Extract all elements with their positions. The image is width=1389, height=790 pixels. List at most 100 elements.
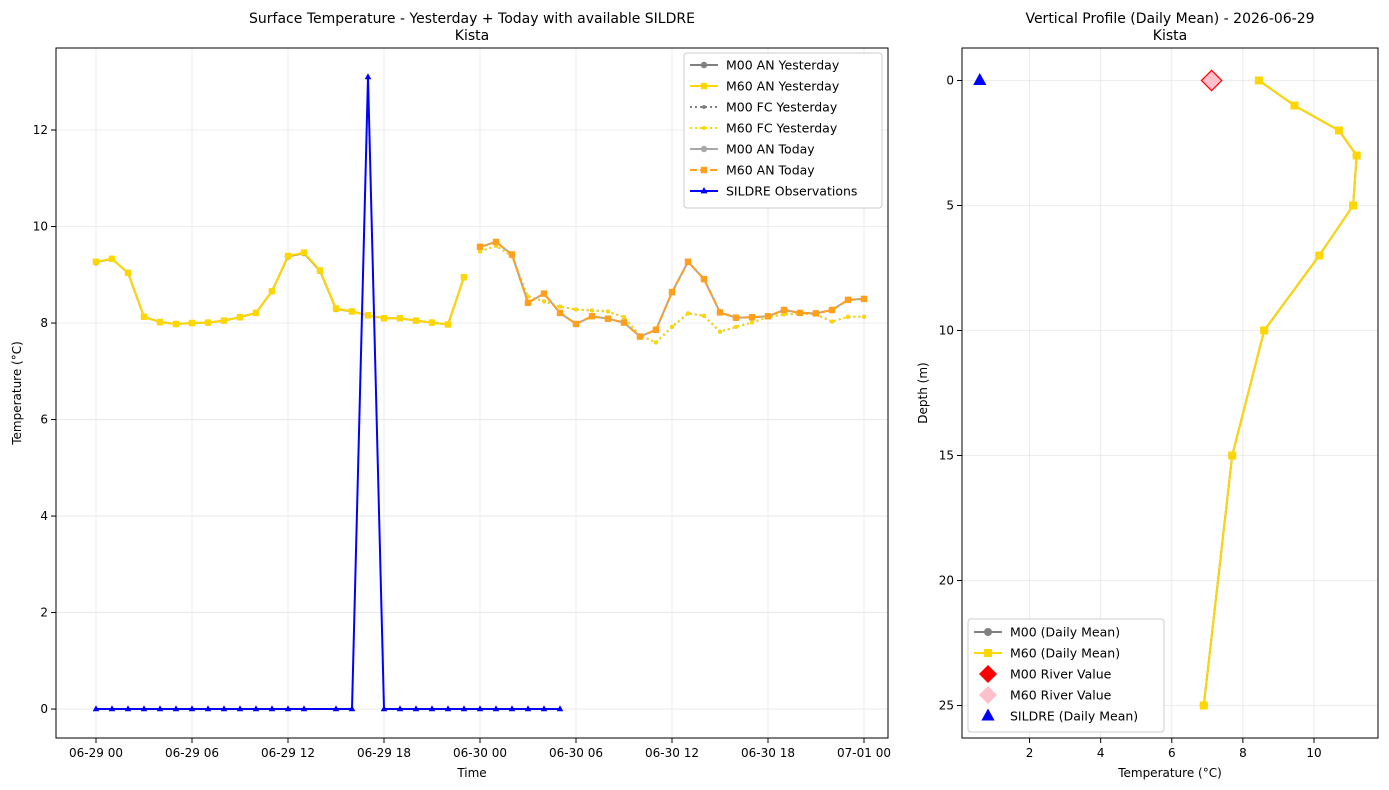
data-point <box>476 705 484 712</box>
legend-label: M00 (Daily Mean) <box>1010 625 1120 640</box>
data-point <box>812 310 820 317</box>
y-tick-label: 8 <box>40 316 48 330</box>
series-m60-daily-mean <box>1199 76 1361 710</box>
legend-marker <box>979 665 997 683</box>
data-point <box>428 319 436 326</box>
data-point <box>652 326 660 333</box>
data-point <box>396 705 404 712</box>
data-point <box>236 705 244 712</box>
profile-chart-legend: M00 (Daily Mean) M60 (Daily Mean) M00 Rive… <box>967 618 1165 733</box>
y-tick-label: 6 <box>40 413 48 427</box>
legend-box <box>967 618 1165 733</box>
data-point <box>284 252 292 260</box>
data-point <box>556 705 564 712</box>
data-point <box>188 705 196 712</box>
x-tick-label: 06-30 00 <box>453 746 507 760</box>
data-point <box>862 314 866 319</box>
data-point <box>844 296 852 304</box>
legend-marker <box>702 105 706 109</box>
legend-label: SILDRE Observations <box>726 184 857 199</box>
data-point <box>140 705 148 712</box>
data-point <box>140 313 148 320</box>
data-point <box>284 705 292 712</box>
data-point <box>380 705 388 712</box>
series-m60-an-yesterday <box>92 249 468 328</box>
x-tick-label: 8 <box>1239 746 1247 760</box>
data-point <box>1334 126 1343 135</box>
profile-chart-title: Vertical Profile (Daily Mean) - 2026-06-… <box>1025 11 1314 27</box>
legend-item: M60 River Value <box>979 686 1112 704</box>
series-line <box>95 252 465 326</box>
profile-chart-ticks: 2 4 6 8 10 0 5 10 15 20 25 <box>939 74 1322 761</box>
legend-box <box>683 52 883 209</box>
x-tick-label: 10 <box>1306 746 1321 760</box>
data-point <box>556 309 564 317</box>
legend-label: M60 (Daily Mean) <box>1010 646 1120 661</box>
x-tick-label: 06-30 12 <box>645 746 699 760</box>
surface-chart-legend: M00 AN Yesterday M60 AN Yesterday M00 FC Y… <box>683 52 883 209</box>
data-point <box>124 269 132 277</box>
x-tick-label: 6 <box>1168 746 1176 760</box>
data-point <box>412 317 420 324</box>
data-point <box>492 705 500 712</box>
data-point <box>1254 76 1263 85</box>
x-tick-label: 06-30 18 <box>741 746 795 760</box>
data-point <box>380 315 388 322</box>
data-point <box>542 299 546 304</box>
data-point <box>590 308 594 313</box>
data-point <box>460 705 468 712</box>
y-tick-label: 20 <box>939 574 954 588</box>
surface-chart-ticks: 06-29 00 06-29 06 06-29 12 06-29 18 06-30 00… <box>33 123 891 760</box>
data-point <box>846 314 850 319</box>
legend-item: M00 (Daily Mean) <box>974 625 1120 640</box>
data-point <box>700 275 708 283</box>
data-point <box>348 705 356 712</box>
data-point <box>780 306 788 314</box>
legend-marker <box>984 628 992 636</box>
x-tick-label: 06-29 06 <box>165 746 219 760</box>
data-point <box>268 705 276 712</box>
data-point <box>300 249 308 256</box>
series-line <box>1202 79 1358 706</box>
profile-chart-series <box>973 69 1361 710</box>
data-point <box>252 309 260 317</box>
data-point <box>220 705 228 712</box>
legend-item: SILDRE Observations <box>690 184 857 199</box>
data-point <box>1315 251 1324 260</box>
legend-marker <box>984 649 992 657</box>
surface-chart-title: Surface Temperature - Yesterday + Today … <box>249 11 695 27</box>
data-point <box>748 314 756 321</box>
data-point <box>124 705 132 712</box>
profile-chart-ylabel: Depth (m) <box>916 362 930 423</box>
data-point <box>716 309 724 316</box>
legend-marker <box>700 82 708 90</box>
profile-chart-xlabel: Temperature (°C) <box>1117 766 1222 780</box>
data-point <box>316 267 324 274</box>
series-m00-daily-mean <box>1199 76 1361 710</box>
legend-label: M00 FC Yesterday <box>726 100 838 115</box>
data-point <box>830 319 834 324</box>
series-line <box>95 251 465 326</box>
data-point <box>558 304 562 309</box>
legend-label: M00 River Value <box>1010 667 1112 682</box>
legend-item: M60 AN Yesterday <box>690 79 840 94</box>
data-point <box>92 705 100 712</box>
data-point <box>654 340 658 345</box>
x-tick-label: 06-30 06 <box>549 746 603 760</box>
legend-item: M60 (Daily Mean) <box>974 646 1120 661</box>
legend-marker <box>702 126 706 130</box>
y-tick-label: 10 <box>33 220 48 234</box>
data-point <box>524 705 532 712</box>
x-tick-label: 07-01 00 <box>837 746 891 760</box>
data-point <box>750 320 754 325</box>
data-point <box>332 305 340 312</box>
data-point <box>718 329 722 334</box>
series-m60-river-value <box>1200 69 1223 92</box>
series-m60-an-today <box>476 238 868 340</box>
y-tick-label: 10 <box>939 324 954 338</box>
data-point <box>1260 326 1269 335</box>
x-tick-label: 06-29 18 <box>357 746 411 760</box>
surface-temperature-chart: Surface Temperature - Yesterday + Today … <box>10 11 891 780</box>
data-point <box>668 288 676 296</box>
data-point <box>620 319 628 326</box>
